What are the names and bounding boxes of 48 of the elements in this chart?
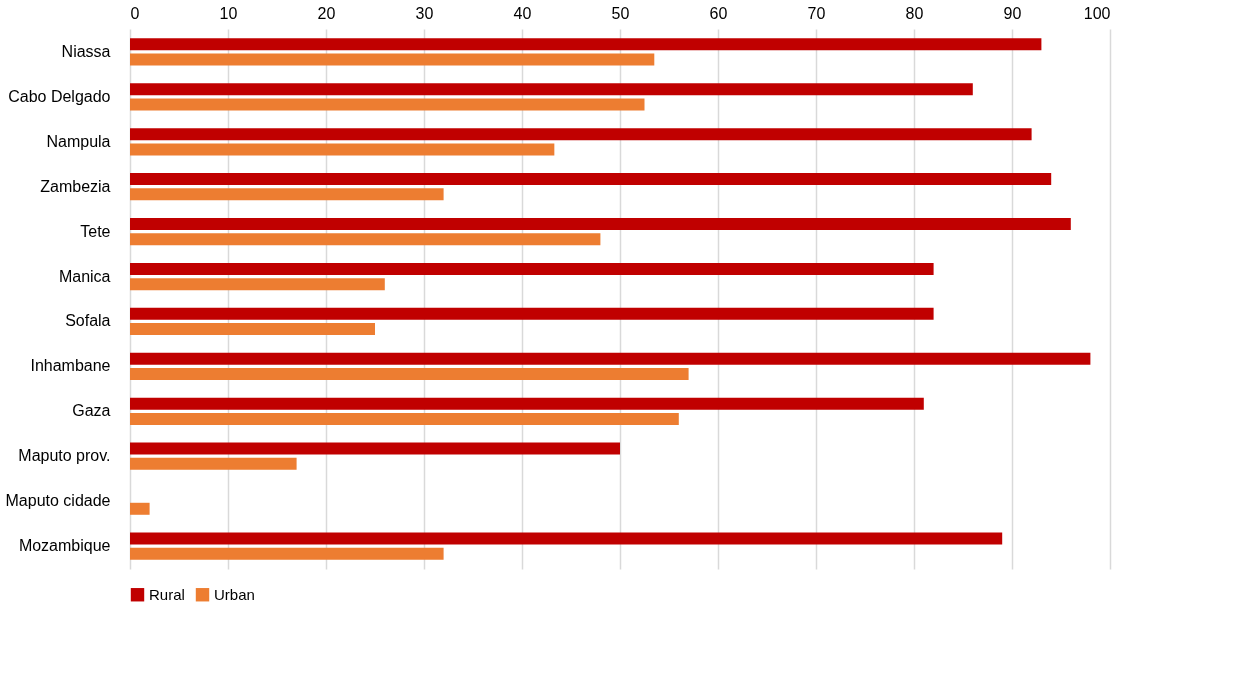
bar: [130, 53, 655, 66]
y-tick-label: Manica: [58, 267, 111, 285]
bar: [130, 217, 1071, 230]
bar: [130, 38, 1042, 51]
y-tick-label: Gaza: [72, 402, 111, 420]
bar: [130, 188, 444, 201]
y-tick-label: Inhambane: [30, 357, 111, 375]
y-tick-label: Niassa: [61, 42, 111, 60]
bar: [130, 262, 934, 275]
bar: [130, 323, 375, 336]
bar: [130, 98, 645, 111]
x-tick-label: 100: [1083, 4, 1111, 22]
y-tick-label: Tete: [80, 222, 111, 240]
x-tick-label: 30: [415, 4, 434, 22]
bar: [130, 143, 555, 156]
bar: [130, 397, 924, 410]
bar: [130, 412, 679, 425]
bar: [130, 173, 1052, 186]
bar: [130, 83, 973, 96]
y-tick-label: Maputo cidade: [5, 492, 111, 510]
bar: [130, 278, 385, 291]
bar: [130, 547, 444, 560]
bar: [130, 233, 601, 246]
x-tick-label: 0: [130, 4, 140, 22]
bar: [130, 532, 1003, 545]
x-tick-label: 90: [1003, 4, 1022, 22]
x-tick-label: 10: [219, 4, 238, 22]
bar: [130, 128, 1032, 141]
x-tick-label: 60: [709, 4, 728, 22]
y-tick-label: Maputo prov.: [18, 447, 111, 465]
x-tick-label: 40: [513, 4, 532, 22]
y-tick-label: Zambezia: [40, 177, 111, 195]
y-tick-label: Cabo Delgado: [8, 87, 111, 105]
bar: [130, 368, 689, 381]
y-tick-label: Mozambique: [18, 537, 111, 555]
x-tick-label: 50: [611, 4, 630, 22]
legend-label: Urban: [214, 585, 255, 603]
bar: [130, 442, 620, 455]
legend-label: Rural: [149, 585, 185, 603]
x-tick-label: 80: [905, 4, 924, 22]
y-tick-label: Sofala: [65, 312, 111, 330]
y-tick-label: Nampula: [46, 132, 111, 150]
x-tick-label: 70: [807, 4, 826, 22]
bar: [130, 352, 1091, 365]
bar: [130, 457, 297, 470]
bar: [130, 307, 934, 320]
bar: [130, 502, 150, 515]
x-tick-label: 20: [317, 4, 336, 22]
